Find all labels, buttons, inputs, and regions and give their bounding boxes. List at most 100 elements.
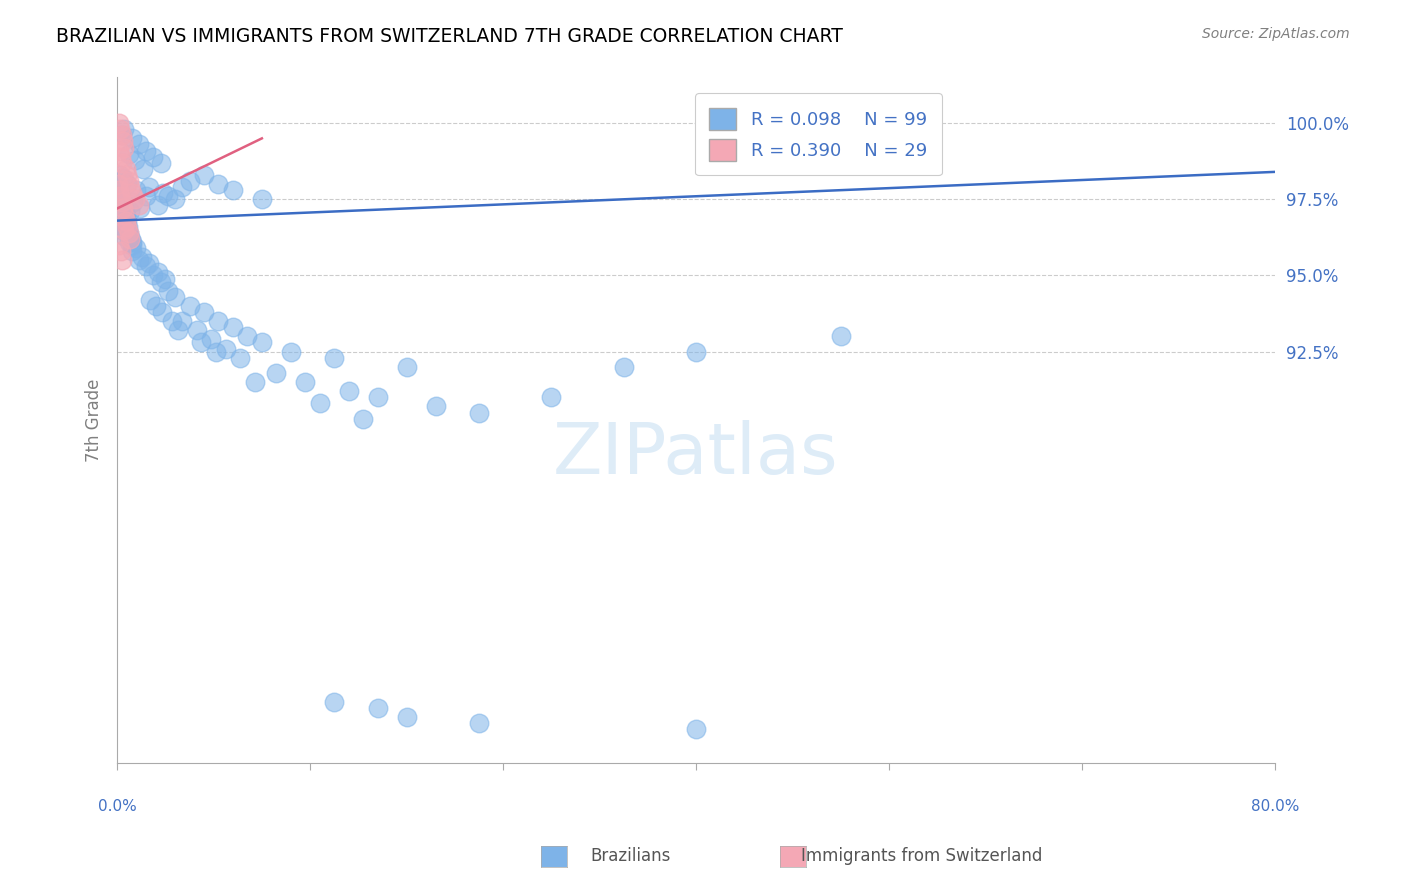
Point: [120, 232, 142, 246]
Point: [367, 701, 389, 715]
Point: [193, 168, 215, 182]
Point: [266, 366, 288, 380]
Point: [215, 342, 238, 356]
Point: [111, 217, 134, 231]
Point: [110, 223, 132, 237]
Point: [222, 183, 245, 197]
Point: [200, 333, 222, 347]
Point: [540, 390, 562, 404]
Point: [135, 144, 157, 158]
Point: [118, 226, 141, 240]
Point: [250, 335, 273, 350]
Point: [125, 183, 148, 197]
Point: [156, 189, 179, 203]
Point: [107, 177, 129, 191]
Point: [115, 161, 138, 176]
Point: [108, 144, 131, 158]
Point: [229, 351, 252, 365]
Point: [135, 260, 157, 274]
Point: [165, 290, 187, 304]
Point: [308, 396, 330, 410]
Point: [468, 716, 491, 731]
Point: [830, 329, 852, 343]
Point: [337, 384, 360, 399]
Point: [243, 375, 266, 389]
Point: [117, 219, 139, 234]
Point: [118, 146, 141, 161]
Point: [152, 186, 174, 201]
Point: [236, 329, 259, 343]
Point: [115, 213, 138, 227]
Point: [111, 135, 134, 149]
Point: [112, 208, 135, 222]
Point: [111, 253, 134, 268]
Point: [112, 140, 135, 154]
Point: [124, 192, 146, 206]
Point: [120, 232, 142, 246]
Point: [138, 256, 160, 270]
Point: [156, 284, 179, 298]
Point: [117, 219, 139, 234]
Point: [120, 180, 142, 194]
Point: [468, 406, 491, 420]
Point: [128, 253, 150, 268]
Point: [121, 235, 143, 249]
Point: [207, 314, 229, 328]
Text: 80.0%: 80.0%: [1250, 799, 1299, 814]
Point: [121, 244, 143, 258]
Point: [118, 174, 141, 188]
Point: [124, 153, 146, 167]
Text: BRAZILIAN VS IMMIGRANTS FROM SWITZERLAND 7TH GRADE CORRELATION CHART: BRAZILIAN VS IMMIGRANTS FROM SWITZERLAND…: [56, 27, 844, 45]
Point: [160, 314, 183, 328]
Point: [167, 323, 190, 337]
Point: [138, 180, 160, 194]
Point: [111, 195, 134, 210]
Point: [128, 198, 150, 212]
Point: [204, 344, 226, 359]
Point: [172, 180, 194, 194]
Point: [190, 335, 212, 350]
Point: [153, 271, 176, 285]
Point: [110, 195, 132, 210]
Point: [280, 344, 302, 359]
Point: [108, 122, 131, 136]
Point: [146, 198, 169, 212]
Text: Source: ZipAtlas.com: Source: ZipAtlas.com: [1202, 27, 1350, 41]
Point: [139, 293, 162, 307]
Point: [112, 228, 135, 243]
Point: [114, 208, 136, 222]
Point: [115, 208, 138, 222]
Point: [395, 710, 418, 724]
Point: [107, 213, 129, 227]
Point: [122, 195, 145, 210]
Point: [115, 223, 138, 237]
Point: [118, 235, 141, 249]
Point: [132, 161, 155, 176]
Point: [111, 155, 134, 169]
Point: [207, 177, 229, 191]
Point: [179, 299, 201, 313]
Point: [135, 189, 157, 203]
Point: [110, 128, 132, 143]
Point: [149, 275, 172, 289]
Point: [108, 238, 131, 252]
Y-axis label: 7th Grade: 7th Grade: [86, 378, 103, 462]
Point: [121, 186, 143, 201]
Point: [150, 305, 173, 319]
Point: [117, 168, 139, 182]
Text: Brazilians: Brazilians: [591, 847, 671, 865]
Point: [425, 400, 447, 414]
Point: [108, 168, 131, 182]
Point: [125, 241, 148, 255]
Point: [110, 244, 132, 258]
Point: [685, 344, 707, 359]
Point: [117, 177, 139, 191]
Point: [395, 359, 418, 374]
Point: [110, 150, 132, 164]
Point: [108, 211, 131, 225]
Point: [613, 359, 636, 374]
Point: [250, 192, 273, 206]
Point: [294, 375, 316, 389]
Point: [115, 213, 138, 227]
Point: [323, 695, 346, 709]
